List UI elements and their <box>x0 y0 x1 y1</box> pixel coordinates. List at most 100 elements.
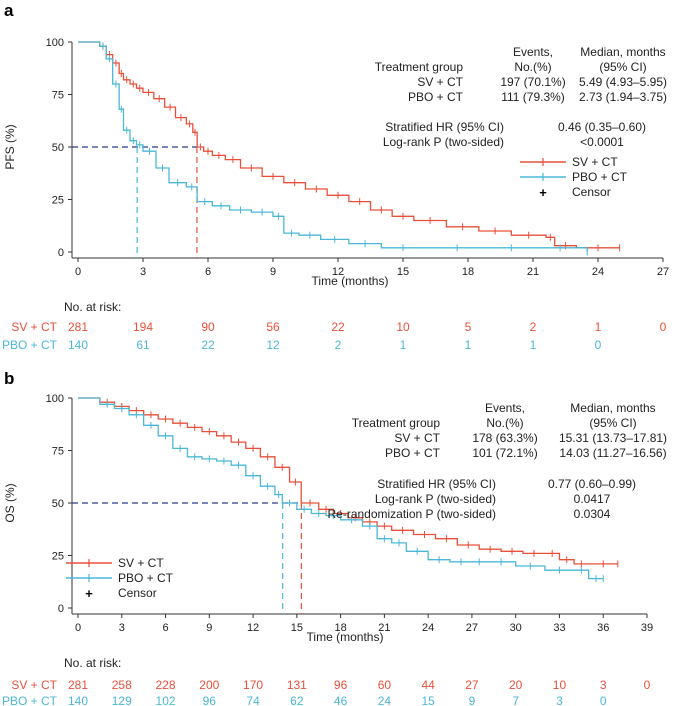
risk-pbo-value: 46 <box>334 694 348 706</box>
x-tick-label: 0 <box>75 266 81 278</box>
y-tick-label: 0 <box>58 603 64 615</box>
events-header: Events, <box>513 45 553 59</box>
pbo-events: 101 (72.1%) <box>472 446 537 460</box>
km-curve-pbo <box>78 397 604 580</box>
risk-pbo-value: 61 <box>136 338 150 352</box>
risk-pbo-value: 2 <box>335 338 342 352</box>
censor-mark-icon: + <box>539 185 547 200</box>
x-tick-label: 6 <box>205 266 211 278</box>
x-tick-label: 0 <box>75 622 81 634</box>
events-header-2: No.(%) <box>486 416 523 430</box>
risk-pbo-value: 24 <box>378 694 392 706</box>
risk-pbo-value: 9 <box>469 694 476 706</box>
x-tick-label: 9 <box>270 266 276 278</box>
x-tick-label: 18 <box>462 266 474 278</box>
survival-curves <box>78 41 621 256</box>
legend-pbo-label: PBO + CT <box>118 571 174 585</box>
legend: SV + CT PBO + CT + Censor <box>520 155 628 200</box>
median-lines <box>72 502 302 614</box>
risk-pbo-value: 96 <box>203 694 217 706</box>
x-tick-label: 27 <box>657 266 669 278</box>
median-lines <box>72 146 198 258</box>
km-curve-pbo <box>78 41 588 252</box>
x-tick-label: 15 <box>291 622 303 634</box>
risk-sv-value: 96 <box>334 678 348 692</box>
hr-label: Stratified HR (95% CI) <box>385 120 504 134</box>
x-tick-label: 27 <box>466 622 478 634</box>
legend-censor: + Censor <box>539 185 610 200</box>
pbo-row-label: PBO + CT <box>408 90 464 104</box>
risk-pbo-value: 0 <box>600 694 607 706</box>
risk-sv-value: 56 <box>266 320 280 334</box>
risk-sv-value: 228 <box>156 678 176 692</box>
sv-median: 15.31 (13.73–17.81) <box>559 431 667 445</box>
x-tick-label: 36 <box>597 622 609 634</box>
risk-pbo-value: 74 <box>246 694 260 706</box>
risk-pbo-value: 62 <box>290 694 304 706</box>
legend-sv: SV + CT <box>520 155 618 169</box>
risk-sv-value: 10 <box>553 678 567 692</box>
risk-sv-value: 281 <box>68 678 88 692</box>
x-tick-label: 30 <box>510 622 522 634</box>
risk-pbo-value: 140 <box>68 338 88 352</box>
risk-sv-value: 60 <box>378 678 392 692</box>
risk-table-title: No. at risk: <box>64 656 121 670</box>
y-tick-label: 100 <box>46 393 64 405</box>
risk-sv-label: SV + CT <box>11 320 57 334</box>
y-tick-label: 75 <box>52 446 64 458</box>
panel-label: a <box>4 1 14 20</box>
risk-pbo-value: 140 <box>68 694 88 706</box>
events-header-2: No.(%) <box>514 60 551 74</box>
median-header: Median, months <box>570 401 655 415</box>
x-axis-label: Time (months) <box>312 274 389 288</box>
risk-sv-value: 200 <box>199 678 219 692</box>
x-tick-label: 12 <box>332 266 344 278</box>
rerandom-label: Re-randomization P (two-sided) <box>327 507 496 521</box>
legend-pbo-label: PBO + CT <box>572 170 628 184</box>
x-tick-label: 33 <box>553 622 565 634</box>
y-tick-label: 25 <box>52 195 64 207</box>
y-tick-label: 50 <box>52 142 64 154</box>
x-tick-label: 15 <box>397 266 409 278</box>
risk-pbo-label: PBO + CT <box>2 694 58 706</box>
logrank-label: Log-rank P (two-sided) <box>383 135 504 149</box>
rerandom-value: 0.0304 <box>574 507 611 521</box>
pbo-median: 2.73 (1.94–3.75) <box>579 90 667 104</box>
risk-sv-value: 281 <box>68 320 88 334</box>
risk-pbo-value: 12 <box>266 338 280 352</box>
x-tick-label: 3 <box>140 266 146 278</box>
risk-pbo-value: 1 <box>530 338 537 352</box>
risk-numbers: 2811402581292281022009617074131629646602… <box>68 678 651 706</box>
risk-sv-value: 131 <box>287 678 307 692</box>
median-header-2: (95% CI) <box>589 416 636 430</box>
risk-sv-value: 22 <box>331 320 345 334</box>
panel-b-os: b OS (%) Time (months) 0 3 6 9 12 15 18 21 24 27 3… <box>2 369 667 706</box>
risk-sv-value: 2 <box>530 320 537 334</box>
axes: 0 3 6 9 12 15 18 21 24 27 0 25 50 75 100 <box>46 37 669 278</box>
legend-censor-label: Censor <box>572 185 611 199</box>
x-tick-label: 39 <box>641 622 653 634</box>
x-tick-label: 24 <box>422 622 434 634</box>
risk-pbo-value: 0 <box>595 338 602 352</box>
sv-events: 197 (70.1%) <box>500 75 565 89</box>
events-header: Events, <box>485 401 525 415</box>
y-tick-label: 0 <box>58 247 64 259</box>
y-tick-label: 100 <box>46 37 64 49</box>
risk-pbo-value: 22 <box>201 338 215 352</box>
y-tick-label: 25 <box>52 551 64 563</box>
x-tick-label: 18 <box>334 622 346 634</box>
x-tick-label: 12 <box>247 622 259 634</box>
panel-label: b <box>4 369 14 388</box>
legend-pbo: PBO + CT <box>66 571 174 585</box>
censor-mark-icon: + <box>85 586 93 601</box>
risk-sv-value: 44 <box>421 678 435 692</box>
risk-sv-value: 20 <box>509 678 523 692</box>
panel-a-pfs: a PFS (%) Time (months) 0 3 6 9 12 15 18 21 24 27… <box>2 1 669 352</box>
y-tick-label: 50 <box>52 498 64 510</box>
risk-sv-value: 3 <box>600 678 607 692</box>
x-tick-label: 6 <box>162 622 168 634</box>
legend-sv-label: SV + CT <box>572 155 618 169</box>
